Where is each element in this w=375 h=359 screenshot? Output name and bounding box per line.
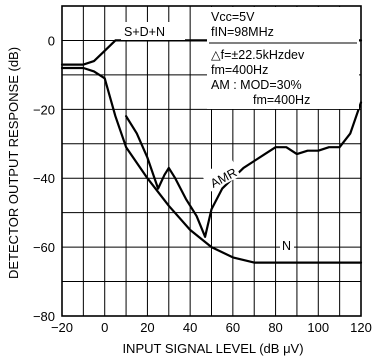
x-tick-label: 60 (226, 320, 240, 335)
x-tick-label: 120 (350, 320, 372, 335)
x-tick-label: 0 (101, 320, 108, 335)
label-sdn-background (121, 22, 185, 40)
annotation-fin: fIN=98MHz (211, 25, 274, 39)
y-tick-label: −60 (33, 240, 55, 255)
y-tick-label: −40 (33, 171, 55, 186)
curve-amr (125, 101, 363, 238)
x-tick-label: 40 (183, 320, 197, 335)
label-sdn: S+D+N (124, 25, 165, 39)
x-tick-label: 100 (307, 320, 329, 335)
plot-frame (61, 5, 362, 317)
tick-labels: −20 0 20 40 60 80 100 120 −80 −60 −40 −20 0 (33, 33, 372, 335)
x-tick-label: −20 (51, 320, 73, 335)
label-amr-group: AMR (201, 158, 241, 192)
label-n-background (280, 236, 294, 252)
y-axis-title: DETECTOR OUTPUT RESPONSE (dB) (6, 47, 21, 279)
annotation-box: Vcc=5V fIN=98MHz △f=±22.5kHzdev fm=400Hz… (207, 7, 359, 109)
x-tick-label: 20 (140, 320, 154, 335)
annotation-fm-am: fm=400Hz (253, 93, 310, 107)
label-n-group: N (280, 236, 294, 253)
plot-border (61, 5, 362, 317)
label-sdn-group: S+D+N (121, 22, 185, 40)
annotation-am-mod: AM : MOD=30% (211, 78, 302, 92)
label-n: N (282, 239, 291, 253)
annotation-background (207, 7, 359, 109)
y-tick-label: 0 (48, 33, 55, 48)
x-tick-label: 80 (268, 320, 282, 335)
y-tick-label: −20 (33, 102, 55, 117)
annotation-deviation: △f=±22.5kHzdev (211, 48, 305, 62)
annotation-fm-fm: fm=400Hz (211, 63, 268, 77)
label-amr-background (201, 158, 241, 192)
y-tick-label: −80 (33, 309, 55, 324)
x-axis-title: INPUT SIGNAL LEVEL (dB μV) (122, 341, 303, 356)
curve-n (60, 66, 363, 264)
annotation-vcc: Vcc=5V (211, 10, 255, 24)
